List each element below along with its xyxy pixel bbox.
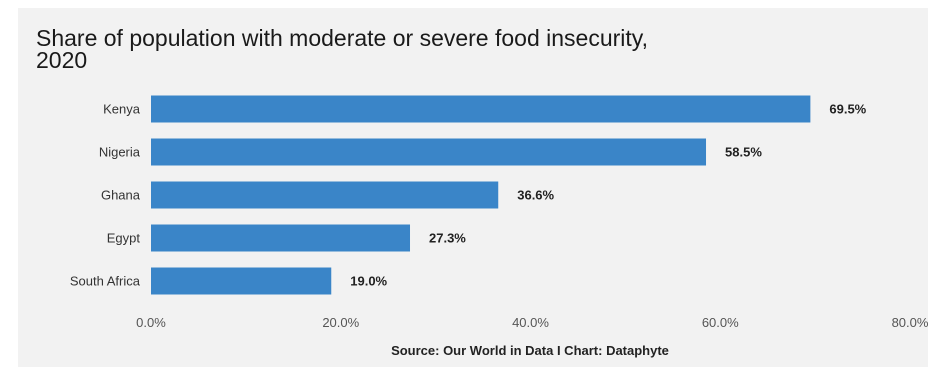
data-label-kenya: 69.5% [829, 102, 866, 117]
x-axis-ticks-group: 0.0% 20.0% 40.0% 60.0% 80.0% [136, 315, 928, 330]
bar-kenya [151, 95, 811, 123]
bars-group [151, 95, 811, 295]
x-tick-label-0: 0.0% [136, 315, 166, 330]
bar-nigeria [151, 138, 707, 166]
chart-source: Source: Our World in Data I Chart: Datap… [391, 343, 669, 358]
category-label-ghana: Ghana [101, 188, 141, 203]
bar-south-africa [151, 267, 332, 295]
x-tick-label-20: 20.0% [322, 315, 359, 330]
category-labels-group: Kenya Nigeria Ghana Egypt South Africa [70, 102, 141, 289]
data-label-south-africa: 19.0% [350, 274, 387, 289]
chart-title-line-1: Share of population with moderate or sev… [36, 25, 648, 51]
data-label-egypt: 27.3% [429, 231, 466, 246]
bar-ghana [151, 181, 499, 209]
data-label-nigeria: 58.5% [725, 145, 762, 160]
category-label-south-africa: South Africa [70, 274, 141, 289]
x-tick-label-60: 60.0% [702, 315, 739, 330]
category-label-egypt: Egypt [107, 231, 141, 246]
x-tick-label-80: 80.0% [892, 315, 928, 330]
bar-egypt [151, 224, 411, 252]
chart-title-line-2: 2020 [36, 47, 87, 73]
data-label-ghana: 36.6% [517, 188, 554, 203]
data-labels-group: 69.5% 58.5% 36.6% 27.3% 19.0% [350, 102, 866, 289]
x-tick-label-40: 40.0% [512, 315, 549, 330]
category-label-nigeria: Nigeria [99, 145, 141, 160]
category-label-kenya: Kenya [103, 102, 141, 117]
